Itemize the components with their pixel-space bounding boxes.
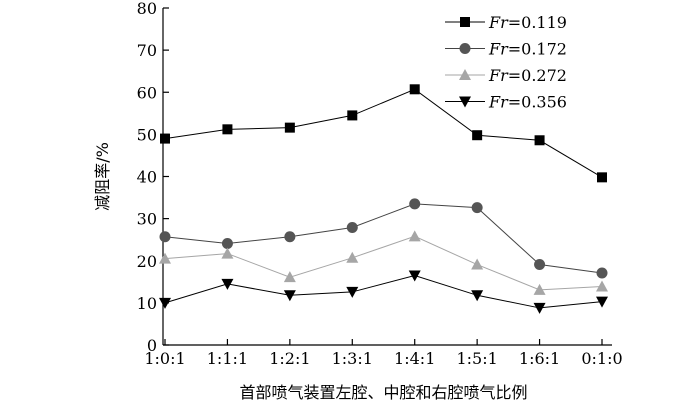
legend-marker	[460, 17, 470, 27]
y-tick-label: 40	[137, 168, 157, 187]
data-point	[533, 302, 546, 314]
data-point	[221, 237, 233, 249]
x-tick-label: 1:5:1	[456, 349, 497, 368]
series-line	[164, 274, 603, 309]
legend-label: Fr=0.356	[488, 93, 567, 112]
data-point	[533, 283, 546, 295]
y-tick-label: 10	[137, 294, 157, 313]
series-line	[164, 203, 603, 274]
y-tick-label: 80	[137, 0, 157, 18]
legend-label-value: =0.356	[508, 93, 567, 112]
data-point	[160, 133, 170, 144]
x-tick-label: 1:4:1	[394, 349, 435, 368]
data-point	[221, 278, 234, 290]
x-tick-label: 0:1:0	[581, 349, 622, 368]
legend-label: Fr=0.172	[488, 40, 567, 59]
series-4	[159, 270, 608, 314]
data-point	[222, 124, 233, 135]
legend-entry: Fr=0.172	[445, 40, 567, 59]
data-point	[534, 135, 545, 146]
y-axis-title: 减阻率/%	[93, 142, 112, 211]
data-point	[596, 296, 608, 308]
legend-label-value: =0.172	[508, 40, 567, 59]
x-axis-title: 首部喷气装置左腔、中腔和右腔喷气比例	[239, 383, 527, 402]
data-point	[346, 286, 359, 298]
data-point	[408, 230, 421, 242]
data-point	[284, 122, 295, 133]
data-point	[346, 221, 358, 233]
legend-label: Fr=0.119	[488, 13, 567, 32]
legend-label-value: =0.119	[508, 13, 567, 32]
data-point	[471, 290, 484, 302]
y-tick-label: 20	[137, 252, 157, 271]
data-point	[159, 231, 171, 243]
data-point	[159, 252, 171, 264]
series-1	[160, 84, 607, 183]
data-point	[471, 258, 484, 270]
x-tick-label: 1:3:1	[332, 349, 373, 368]
data-point	[597, 172, 607, 183]
data-point	[346, 251, 359, 263]
legend-marker	[459, 96, 471, 108]
legend-label-value: =0.272	[508, 66, 567, 85]
legend-label: Fr=0.272	[488, 66, 567, 85]
data-point	[159, 297, 171, 309]
legend-label-symbol: Fr	[488, 13, 509, 32]
data-point	[596, 267, 608, 279]
legend-marker	[459, 69, 471, 80]
y-tick-label: 60	[137, 83, 157, 102]
data-point	[472, 130, 483, 141]
x-tick-label: 1:1:1	[207, 349, 248, 368]
legend-entry: Fr=0.356	[445, 93, 567, 112]
y-tick-label: 30	[137, 210, 157, 229]
data-point	[596, 280, 608, 292]
legend-label-symbol: Fr	[488, 66, 509, 85]
series-line	[164, 88, 603, 178]
data-point	[409, 198, 421, 210]
series-layer	[159, 84, 608, 314]
x-tick-label: 1:6:1	[519, 349, 560, 368]
legend-label-symbol: Fr	[488, 40, 509, 59]
data-point	[534, 259, 546, 271]
legend-entry: Fr=0.119	[445, 13, 567, 32]
x-tick-label: 1:0:1	[144, 349, 185, 368]
axes: 0 10 20 30 40 50 60 70 80 1:0:1 1:1:1 1:2:1 1:3:1 1:4…	[137, 0, 623, 368]
legend-entry: Fr=0.272	[445, 66, 567, 85]
x-tick-label: 1:2:1	[269, 349, 310, 368]
data-point	[221, 247, 234, 259]
series-2	[159, 198, 608, 279]
series-3	[159, 230, 608, 295]
data-point	[409, 84, 420, 95]
y-tick-label: 0	[147, 336, 157, 355]
data-point	[408, 270, 421, 282]
data-point	[347, 110, 358, 121]
data-point	[283, 290, 296, 302]
data-point	[284, 231, 296, 243]
series-line	[164, 235, 603, 291]
y-tick-label: 50	[137, 125, 157, 144]
y-tick-label: 70	[137, 41, 157, 60]
legend-marker	[459, 43, 471, 54]
data-point	[283, 271, 296, 283]
data-point	[471, 202, 483, 214]
legend-label-symbol: Fr	[488, 93, 509, 112]
